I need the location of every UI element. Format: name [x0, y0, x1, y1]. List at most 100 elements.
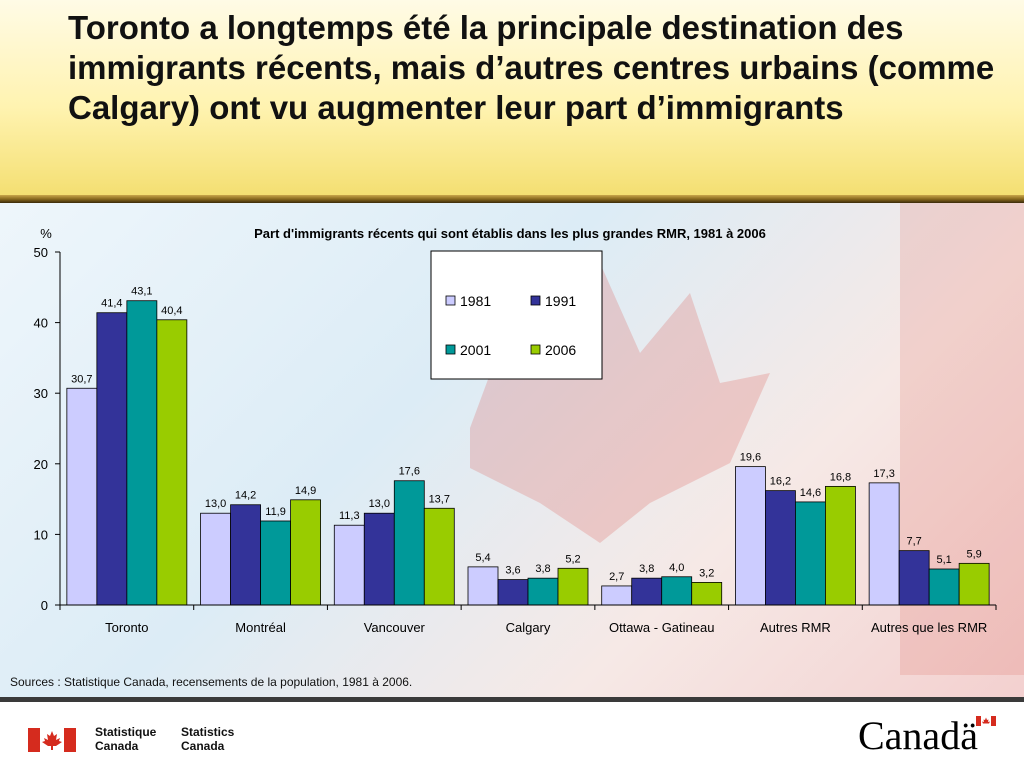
bar [631, 577, 663, 606]
bar [333, 524, 365, 606]
data-label: 14,6 [800, 487, 821, 499]
legend-label: 2006 [545, 342, 576, 358]
data-label: 16,8 [830, 471, 851, 483]
bar [423, 507, 455, 606]
title-divider [0, 195, 1024, 203]
y-tick-label: 0 [41, 598, 48, 613]
wordmark-en-line1: Statistics [181, 725, 235, 739]
bar [795, 501, 826, 606]
data-label: 5,2 [565, 553, 580, 565]
x-tick-label: Toronto [105, 620, 148, 635]
data-label: 11,3 [339, 510, 360, 522]
y-tick-label: 10 [34, 527, 48, 542]
bar [825, 485, 856, 606]
data-label: 11,9 [265, 506, 286, 518]
bar [958, 562, 990, 606]
legend-label: 2001 [460, 342, 491, 358]
footer [0, 702, 1024, 768]
bar [735, 466, 766, 606]
data-label: 3,6 [505, 565, 520, 577]
bar [156, 319, 188, 606]
x-tick-label: Ottawa - Gatineau [609, 620, 715, 635]
chart-title: Part d'immigrants récents qui sont établ… [254, 226, 766, 241]
bar [661, 576, 693, 606]
footer-divider [0, 697, 1024, 702]
data-label: 3,8 [535, 563, 550, 575]
y-tick-label: 50 [34, 245, 48, 260]
canada-flag-icon [28, 728, 76, 752]
data-label: 13,0 [369, 498, 390, 510]
slide-title: Toronto a longtemps été la principale de… [68, 9, 995, 126]
y-tick-label: 20 [34, 457, 48, 472]
bar [467, 566, 499, 606]
wordmark-en: Statistics Canada [181, 725, 234, 753]
bar [260, 520, 291, 606]
data-label: 16,2 [770, 476, 791, 488]
data-label: 13,0 [205, 498, 226, 510]
x-tick-label: Montréal [235, 620, 286, 635]
legend-box [430, 250, 603, 380]
data-label: 2,7 [609, 571, 624, 583]
data-label: 17,6 [399, 466, 420, 478]
bar [898, 550, 930, 606]
data-label: 14,2 [235, 490, 256, 502]
data-label: 43,1 [131, 286, 152, 298]
bar [691, 582, 723, 606]
bar [928, 568, 960, 606]
bar [393, 480, 425, 606]
bar-chart: Part d'immigrants récents qui sont établ… [34, 203, 1024, 675]
data-label: 7,7 [906, 536, 921, 548]
data-label: 3,8 [639, 563, 654, 575]
y-axis-label: % [40, 226, 52, 241]
data-label: 17,3 [873, 468, 894, 480]
data-label: 5,1 [936, 554, 951, 566]
data-label: 19,6 [740, 452, 761, 464]
data-label: 5,9 [966, 548, 981, 560]
data-label: 41,4 [101, 298, 122, 310]
x-tick-label: Autres que les RMR [871, 620, 987, 635]
legend-swatch [445, 344, 456, 355]
bar [200, 512, 231, 606]
bar-group: 30,7 41,4 43,1 40,4 13,0 14,2 11,9 14,9 11,3 13,0… [66, 286, 990, 606]
bar [363, 512, 395, 606]
chart-panel: Part d'immigrants récents qui sont établ… [0, 203, 1024, 698]
bar [601, 585, 633, 606]
data-label: 14,9 [295, 485, 316, 497]
legend: 1981 1991 2001 2006 [430, 250, 603, 380]
y-tick-label: 40 [34, 316, 48, 331]
x-tick-label: Autres RMR [760, 620, 831, 635]
data-label: 5,4 [475, 552, 490, 564]
bar [290, 499, 321, 606]
title-banner: Toronto a longtemps été la principale de… [0, 0, 1024, 195]
canada-wordmark: Canadä [858, 713, 978, 758]
legend-label: 1991 [545, 293, 576, 309]
bar [497, 579, 529, 606]
axes: Toronto Montréal Vancouver Calgary Ottawa - … [34, 245, 997, 635]
data-label: 13,7 [429, 493, 450, 505]
bar [765, 490, 796, 606]
data-label: 4,0 [669, 562, 684, 574]
data-label: 3,2 [699, 567, 714, 579]
bar [96, 312, 128, 606]
data-label: 30,7 [71, 373, 92, 385]
legend-swatch [530, 344, 541, 355]
legend-swatch [445, 295, 456, 306]
wordmark-fr: Statistique Canada [95, 725, 156, 753]
bar [557, 567, 589, 606]
canada-wordmark-flag-icon [976, 716, 996, 726]
bar [527, 577, 559, 606]
bar [230, 504, 261, 606]
bar [66, 387, 98, 606]
wordmark-fr-line1: Statistique [95, 725, 157, 739]
wordmark-en-line2: Canada [181, 739, 225, 753]
x-tick-label: Vancouver [364, 620, 426, 635]
legend-label: 1981 [460, 293, 491, 309]
data-label: 40,4 [161, 305, 182, 317]
bar [126, 300, 158, 606]
wordmark-fr-line2: Canada [95, 739, 139, 753]
legend-swatch [530, 295, 541, 306]
x-tick-label: Calgary [506, 620, 551, 635]
bar [868, 482, 900, 606]
source-note: Sources : Statistique Canada, recensemen… [10, 675, 413, 689]
y-tick-label: 30 [34, 386, 48, 401]
